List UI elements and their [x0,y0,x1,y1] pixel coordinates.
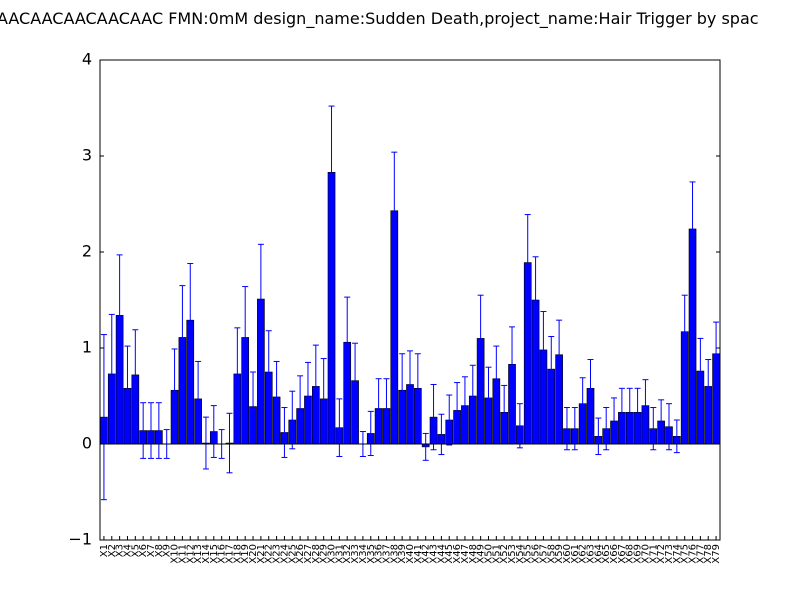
x-tick-label: X25 [287,544,298,564]
x-tick-label: X46 [452,544,463,564]
y-tick-label: 2 [82,242,92,261]
x-tick-label: X55 [523,544,534,564]
x-tick-label: X66 [609,544,620,564]
x-tick-label: X42 [421,544,432,564]
x-tick-label: X72 [656,544,667,564]
x-tick-label: X21 [256,544,267,564]
x-tick-label: X47 [460,544,471,564]
x-tick-label: X68 [625,544,636,564]
x-tick-label: X77 [695,544,706,564]
x-tick-label: X34 [358,544,369,564]
x-tick-label: X15 [209,544,220,564]
x-tick-label: X27 [303,544,314,564]
chart-title: AACAACAACAACAAC FMN:0mM design_name:Sudd… [0,9,759,29]
x-tick-label: X30 [327,544,338,564]
x-tick-label: X57 [538,544,549,564]
x-tick-label: X8 [154,544,165,557]
x-tick-label: X70 [640,544,651,564]
x-tick-label: X54 [515,544,526,564]
x-tick-label: X31 [334,544,345,564]
y-tick-label: −1 [68,530,92,549]
x-tick-label: X59 [554,544,565,564]
x-tick-label: X3 [115,544,126,557]
x-tick-label: X71 [648,544,659,564]
x-tick-label: X41 [413,544,424,564]
y-tick-label: 4 [82,50,92,69]
x-tick-label: X2 [107,544,118,557]
x-tick-label: X65 [601,544,612,564]
x-tick-label: X6 [138,544,149,557]
x-tick-label: X75 [680,544,691,564]
x-tick-label: X60 [562,544,573,564]
x-tick-label: X11 [177,544,188,564]
x-tick-label: X69 [633,544,644,564]
x-tick-label: X5 [130,544,141,557]
x-tick-label: X12 [185,544,196,564]
x-tick-label: X40 [405,544,416,564]
x-tick-label: X9 [162,544,173,557]
x-tick-label: X33 [350,544,361,564]
x-tick-label: X43 [429,544,440,564]
x-tick-label: X61 [570,544,581,564]
x-tick-label: X38 [389,544,400,564]
x-tick-label: X79 [711,544,722,564]
x-tick-label: X74 [672,544,683,564]
x-tick-label: X62 [578,544,589,564]
x-tick-label: X1 [99,544,110,557]
x-tick-label: X76 [688,544,699,564]
x-tick-label: X37 [381,544,392,564]
x-tick-label: X78 [703,544,714,564]
x-tick-label: X50 [483,544,494,564]
x-tick-label: X24 [279,544,290,564]
x-tick-label: X14 [201,544,212,564]
x-tick-label: X67 [617,544,628,564]
x-tick-label: X52 [499,544,510,564]
x-tick-label: X63 [586,544,597,564]
x-tick-label: X10 [170,544,181,564]
x-tick-label: X29 [319,544,330,564]
x-tick-label: X23 [272,544,283,564]
x-tick-label: X19 [240,544,251,564]
x-tick-label: X17 [224,544,235,564]
x-tick-label: X51 [491,544,502,564]
x-tick-label: X13 [193,544,204,564]
x-tick-label: X36 [374,544,385,564]
x-tick-label: X22 [264,544,275,564]
y-tick-label: 1 [82,338,92,357]
x-tick-label: X35 [366,544,377,564]
x-tick-label: X28 [311,544,322,564]
x-tick-label: X56 [531,544,542,564]
x-tick-label: X4 [122,544,133,557]
y-tick-label: 0 [82,434,92,453]
x-tick-label: X45 [444,544,455,564]
x-tick-label: X53 [507,544,518,564]
plot-frame [99,59,721,541]
x-tick-label: X18 [232,544,243,564]
x-tick-label: X20 [248,544,259,564]
x-tick-label: X73 [664,544,675,564]
y-tick-label: 3 [82,146,92,165]
x-tick-label: X26 [295,544,306,564]
x-tick-label: X16 [217,544,228,564]
x-tick-label: X64 [593,544,604,564]
x-tick-label: X58 [546,544,557,564]
x-tick-label: X49 [476,544,487,564]
x-tick-label: X44 [436,544,447,564]
x-tick-label: X39 [397,544,408,564]
x-tick-label: X7 [146,544,157,557]
x-tick-label: X32 [342,544,353,564]
x-tick-label: X48 [468,544,479,564]
